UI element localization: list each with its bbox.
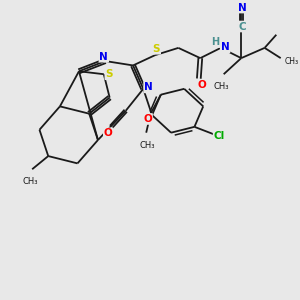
Text: O: O (143, 114, 152, 124)
Text: O: O (104, 128, 112, 138)
Text: CH₃: CH₃ (140, 142, 155, 151)
Text: H: H (212, 37, 220, 47)
Text: O: O (197, 80, 206, 90)
Text: N: N (221, 42, 230, 52)
Text: S: S (105, 69, 113, 79)
Text: Cl: Cl (214, 130, 225, 141)
Text: C: C (239, 22, 247, 32)
Text: N: N (99, 52, 108, 62)
Text: CH₃: CH₃ (214, 82, 229, 91)
Text: S: S (153, 44, 160, 54)
Text: CH₃: CH₃ (22, 177, 38, 186)
Text: CH₃: CH₃ (285, 57, 299, 66)
Text: N: N (144, 82, 153, 92)
Text: N: N (238, 2, 247, 13)
